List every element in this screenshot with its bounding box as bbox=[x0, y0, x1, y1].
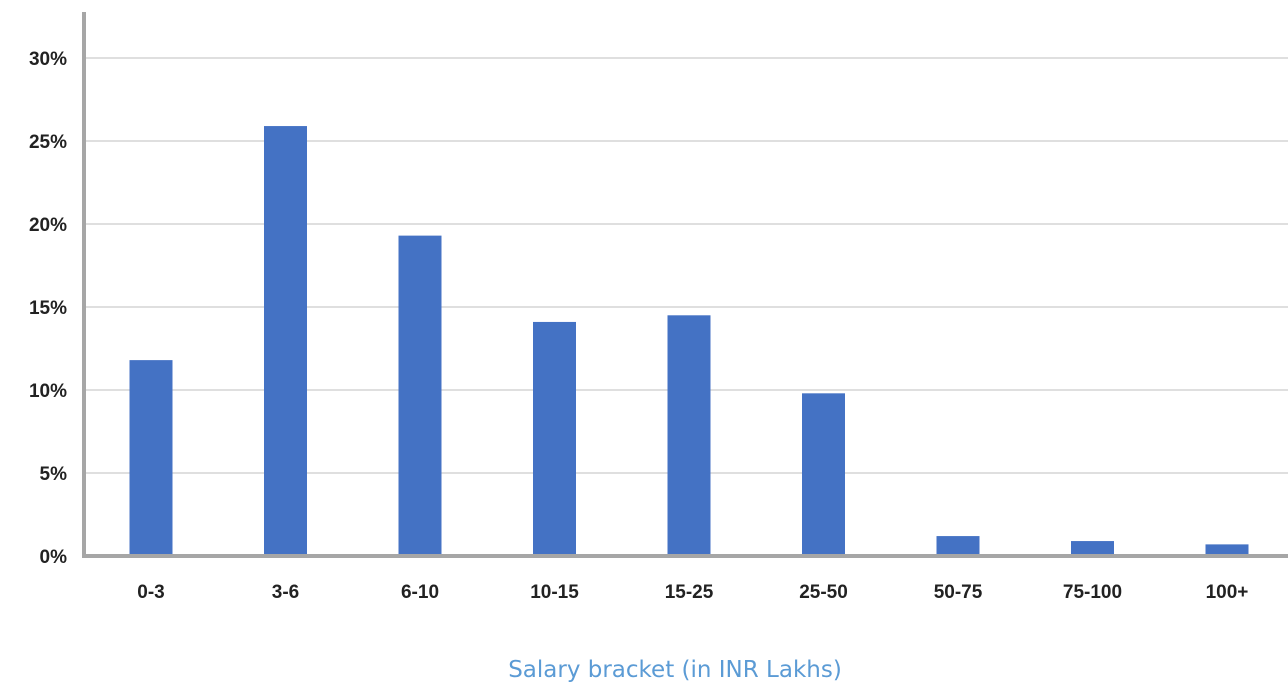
bar-15-25 bbox=[667, 315, 711, 556]
bars bbox=[129, 126, 1249, 556]
x-tick-label: 50-75 bbox=[934, 582, 983, 603]
bar-25-50 bbox=[802, 393, 845, 556]
x-tick-label: 25-50 bbox=[799, 582, 848, 603]
y-tick-labels: 0% 5% 10% 15% 20% 25% 30% bbox=[29, 49, 67, 568]
axes bbox=[82, 12, 1288, 558]
bar-0-3 bbox=[129, 360, 173, 556]
x-tick-label: 15-25 bbox=[665, 582, 714, 603]
x-tick-label: 0-3 bbox=[137, 582, 164, 603]
x-tick-label: 100+ bbox=[1206, 582, 1249, 603]
bar-6-10 bbox=[398, 235, 442, 556]
x-axis-title: Salary bracket (in INR Lakhs) bbox=[508, 657, 842, 683]
x-tick-label: 6-10 bbox=[401, 582, 439, 603]
bar-75-100 bbox=[1071, 541, 1114, 556]
x-tick-label: 75-100 bbox=[1063, 582, 1122, 603]
y-tick-label: 25% bbox=[29, 132, 67, 153]
y-tick-label: 0% bbox=[40, 547, 68, 568]
y-tick-label: 5% bbox=[40, 464, 68, 485]
bar-3-6 bbox=[264, 126, 307, 556]
bar-10-15 bbox=[533, 321, 576, 556]
y-tick-label: 15% bbox=[29, 298, 67, 319]
y-tick-label: 10% bbox=[29, 381, 67, 402]
x-tick-label: 10-15 bbox=[530, 582, 579, 603]
x-tick-labels: 0-3 3-6 6-10 10-15 15-25 25-50 50-75 75-100 100+ bbox=[137, 582, 1248, 603]
x-tick-label: 3-6 bbox=[272, 582, 299, 603]
bar-50-75 bbox=[936, 536, 980, 556]
y-tick-label: 30% bbox=[29, 49, 67, 70]
y-tick-label: 20% bbox=[29, 215, 67, 236]
bar-100+ bbox=[1205, 544, 1249, 556]
